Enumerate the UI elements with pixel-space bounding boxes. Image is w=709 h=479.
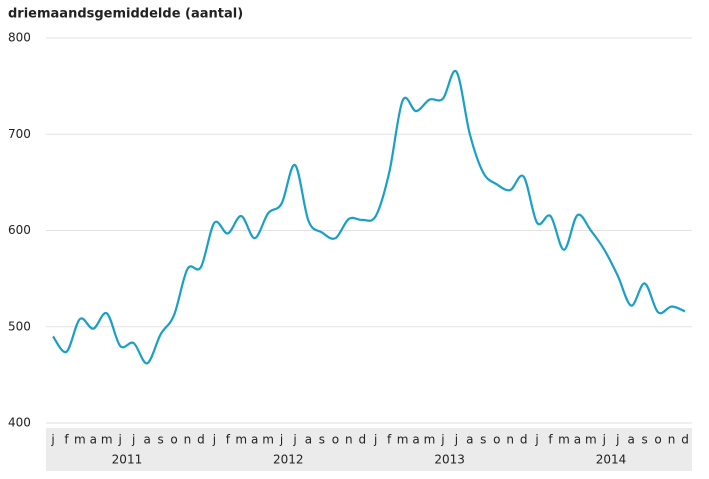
x-tick-label: n <box>668 433 676 447</box>
line-series <box>52 69 686 365</box>
x-tick-label: a <box>412 433 419 447</box>
x-tick-label: n <box>184 433 192 447</box>
x-tick-label: m <box>74 433 86 447</box>
x-tick-label: s <box>480 433 486 447</box>
x-tick-label: d <box>197 433 205 447</box>
x-tick-label: a <box>466 433 473 447</box>
x-tick-label: d <box>358 433 366 447</box>
y-tick-label: 400 <box>8 416 31 430</box>
x-tick-label: a <box>90 433 97 447</box>
x-tick-label: a <box>574 433 581 447</box>
x-tick-label: f <box>387 433 392 447</box>
x-tick-label: o <box>493 433 500 447</box>
chart-title: driemaandsgemiddelde (aantal) <box>8 7 243 22</box>
x-tick-label: m <box>424 433 436 447</box>
x-tick-label: m <box>101 433 113 447</box>
x-tick-label: j <box>602 433 606 447</box>
x-tick-label: m <box>397 433 409 447</box>
x-tick-label: f <box>64 433 69 447</box>
x-tick-label: a <box>628 433 635 447</box>
x-tick-label: a <box>143 433 150 447</box>
x-tick-label: j <box>534 433 538 447</box>
x-tick-label: o <box>332 433 339 447</box>
x-tick-label: s <box>642 433 648 447</box>
y-tick-label: 800 <box>8 31 31 45</box>
y-tick-label: 600 <box>8 223 31 237</box>
x-tick-label: j <box>440 433 444 447</box>
x-tick-label: j <box>131 433 135 447</box>
x-tick-label: j <box>373 433 377 447</box>
x-tick-label: o <box>170 433 177 447</box>
x-tick-label: n <box>345 433 353 447</box>
x-tick-label: a <box>305 433 312 447</box>
x-tick-label: d <box>520 433 528 447</box>
year-label: 2014 <box>596 453 627 467</box>
x-tick-label: m <box>262 433 274 447</box>
x-tick-label: d <box>681 433 689 447</box>
y-tick-label: 500 <box>8 319 31 333</box>
x-tick-label: f <box>226 433 231 447</box>
year-label: 2012 <box>273 453 304 467</box>
x-tick-label: o <box>654 433 661 447</box>
x-tick-label: s <box>319 433 325 447</box>
x-tick-label: f <box>548 433 553 447</box>
x-tick-label: a <box>251 433 258 447</box>
x-tick-label: j <box>279 433 283 447</box>
x-tick-label: j <box>212 433 216 447</box>
x-tick-label: m <box>235 433 247 447</box>
x-tick-label: m <box>558 433 570 447</box>
x-tick-label: n <box>506 433 514 447</box>
x-axis-band <box>46 428 692 471</box>
x-tick-label: j <box>118 433 122 447</box>
x-tick-label: s <box>157 433 163 447</box>
x-tick-label: j <box>615 433 619 447</box>
y-tick-label: 700 <box>8 127 31 141</box>
year-label: 2011 <box>112 453 143 467</box>
x-tick-label: j <box>292 433 296 447</box>
x-tick-label: m <box>585 433 597 447</box>
year-label: 2013 <box>434 453 465 467</box>
x-tick-label: j <box>454 433 458 447</box>
x-tick-label: j <box>50 433 54 447</box>
